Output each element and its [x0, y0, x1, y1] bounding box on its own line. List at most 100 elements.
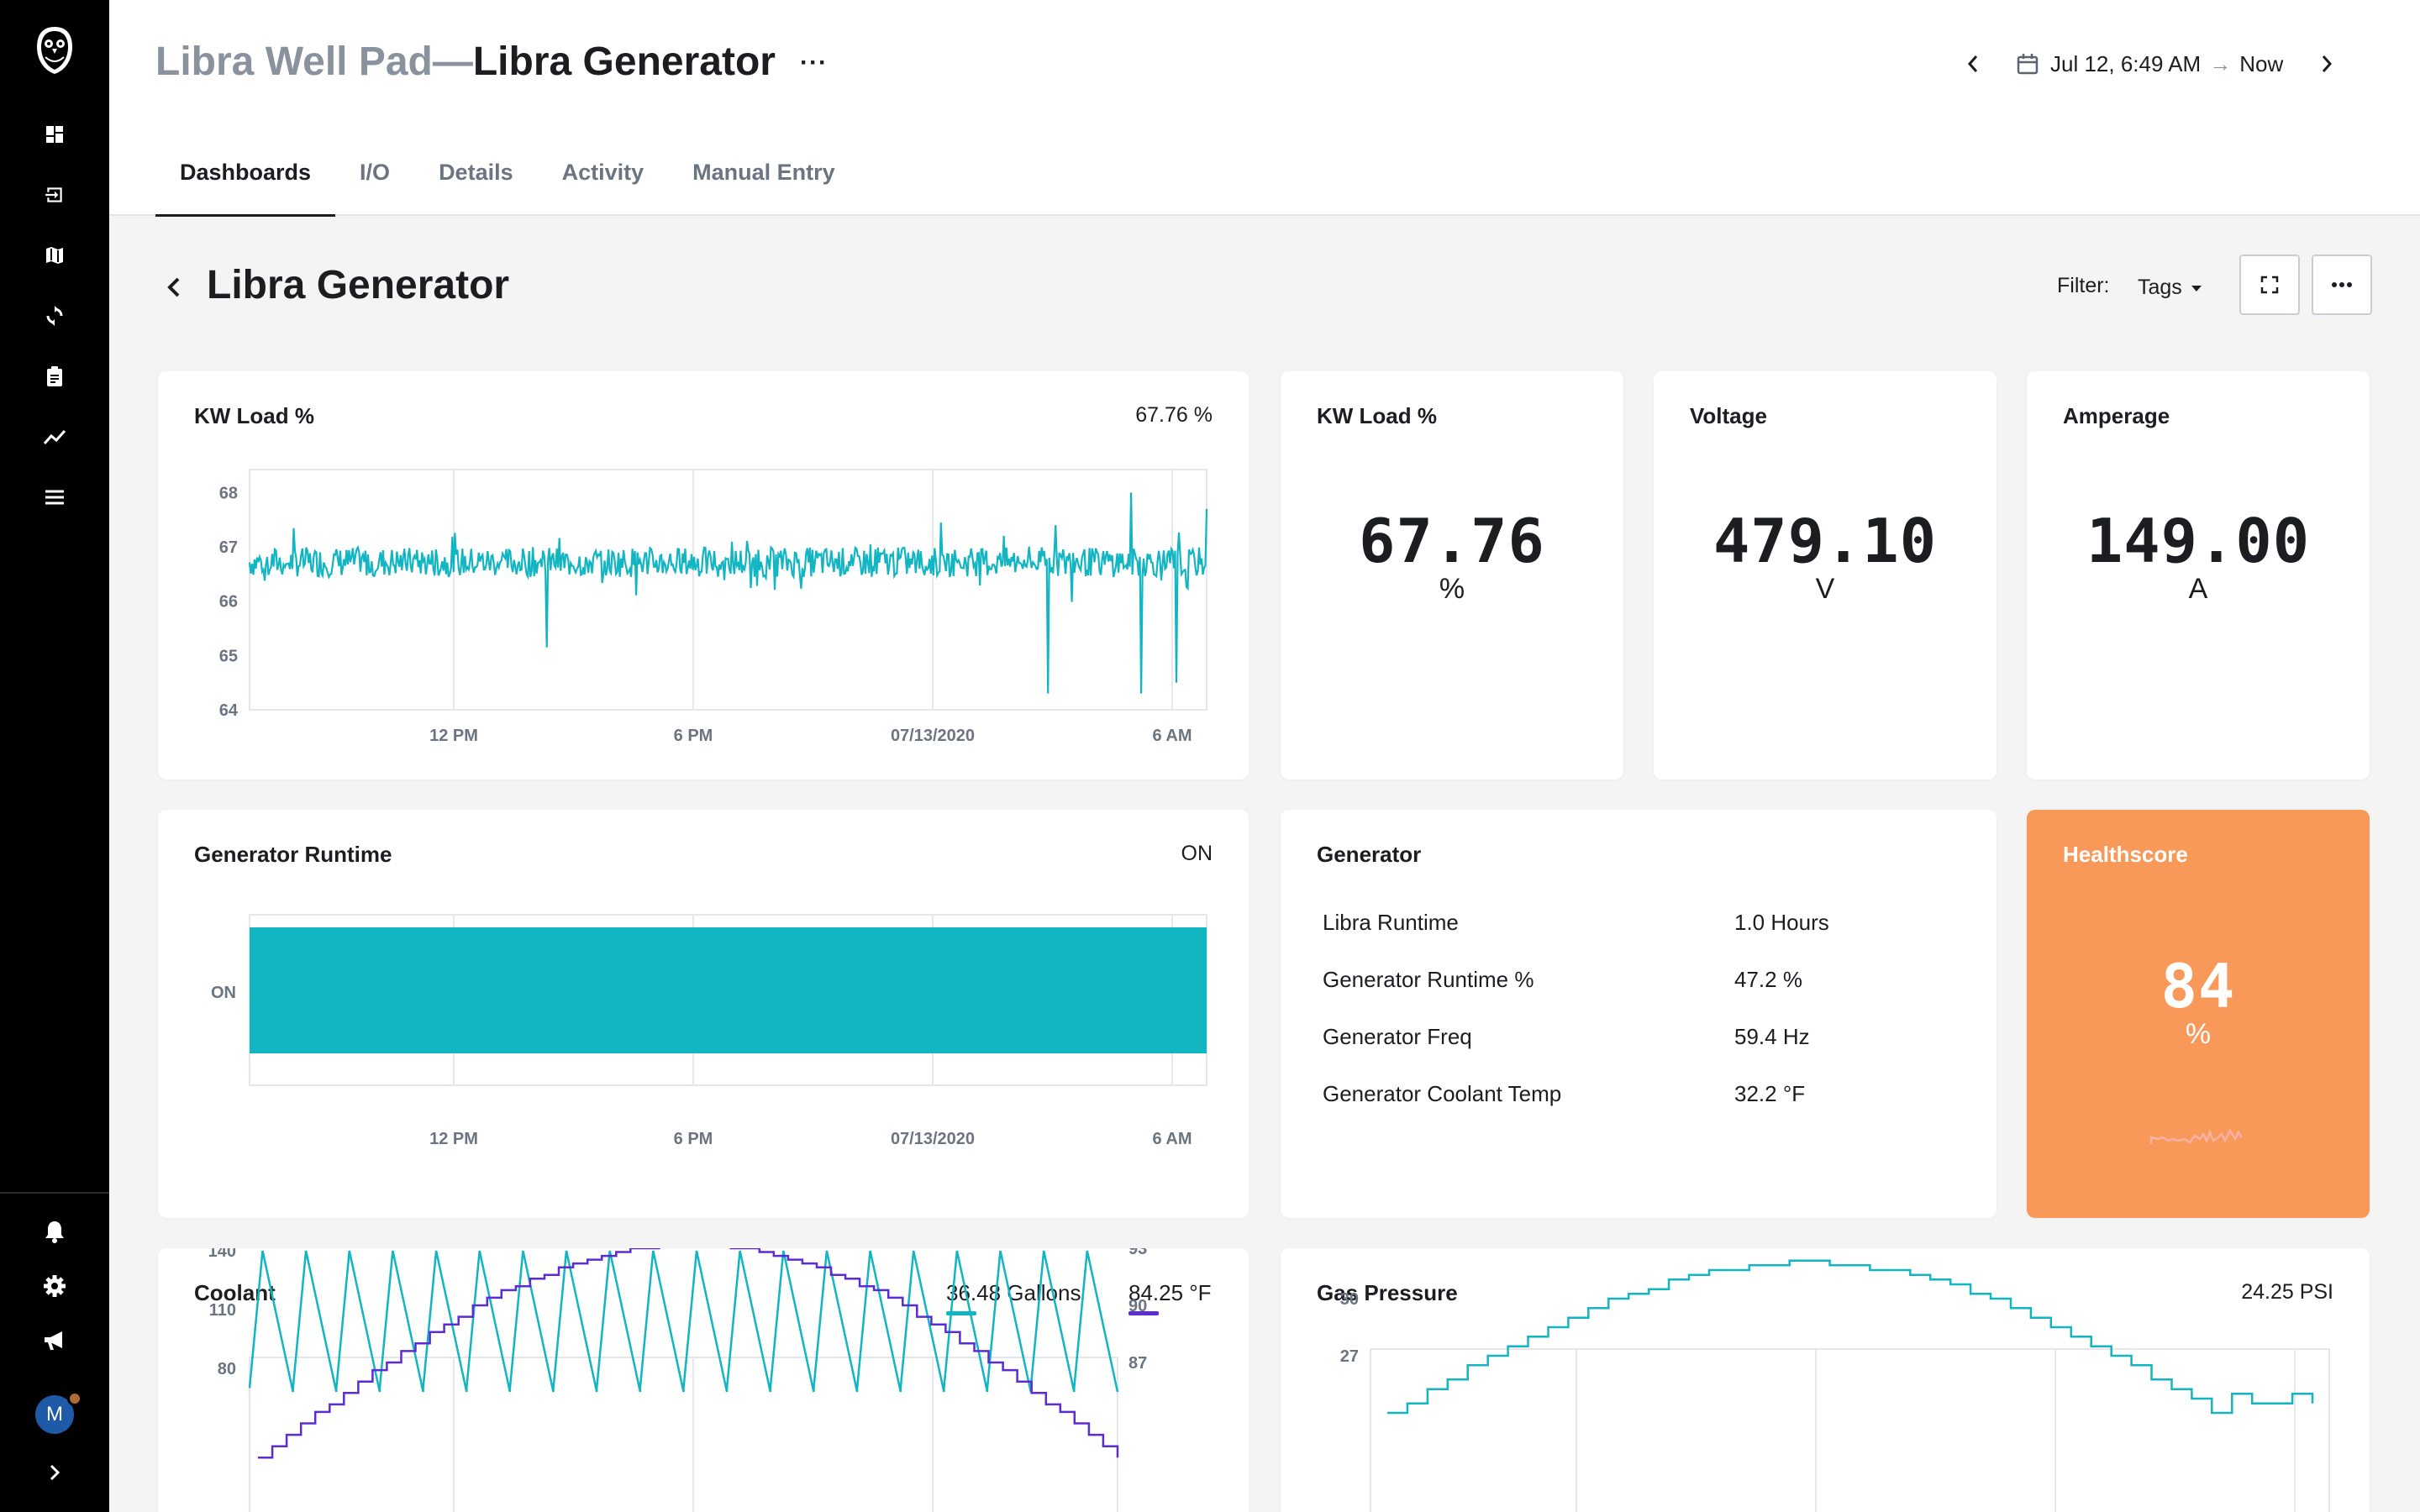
calendar-icon: [2017, 53, 2039, 75]
gas-pressure-chart[interactable]: 27 30 33: [1281, 1248, 2370, 1512]
fullscreen-button[interactable]: [2239, 255, 2300, 315]
y-tick-label-left: 140: [208, 1248, 236, 1261]
megaphone-icon[interactable]: [41, 1327, 68, 1354]
sidebar: M: [0, 0, 109, 1512]
legend-item-temp[interactable]: 84.25 °F: [1128, 1280, 1212, 1315]
stat-unit: %: [2185, 1018, 2212, 1050]
x-tick-label: 6 AM: [1152, 1130, 1192, 1148]
generator-runtime-chart[interactable]: 12 PM 6 PM 07/13/2020 6 AM ON: [158, 810, 1249, 1218]
stat-unit: %: [1439, 573, 1465, 605]
table-row: Generator Coolant Temp 32.2 °F: [1323, 1065, 1894, 1122]
kw-load-chart[interactable]: 12 PM 6 PM 07/13/2020 6 AM 64 65 66 67 68: [158, 371, 1249, 780]
row-value: 1.0 Hours: [1734, 909, 1829, 935]
y-tick-label: 64: [219, 701, 239, 720]
tab-io[interactable]: I/O: [360, 160, 391, 185]
prev-range-icon[interactable]: [1966, 53, 1980, 75]
series-line: [1387, 1259, 2314, 1415]
sign-in-icon[interactable]: [41, 181, 68, 208]
coolant-chart[interactable]: 80 110 140 87 90 93: [158, 1248, 1249, 1512]
filter-value: Tags: [2138, 276, 2182, 299]
card-title: Gas Pressure: [1317, 1280, 1458, 1305]
amperage-stat-card[interactable]: Amperage 149.00 A: [2027, 371, 2370, 780]
y-tick-label-right: 90: [1128, 1297, 1147, 1315]
x-tick-label: 6 PM: [674, 1130, 713, 1148]
generator-table: Libra Runtime 1.0 Hours Generator Runtime…: [1323, 894, 1894, 1122]
series-line-temp: [258, 1248, 1119, 1459]
tab-activity[interactable]: Activity: [561, 160, 644, 185]
stat-block: 84 %: [2027, 951, 2370, 1051]
page-title: Libra Well Pad—Libra Generator: [155, 39, 776, 85]
tab-manual-entry[interactable]: Manual Entry: [692, 160, 835, 185]
y-tick-label: 30: [1340, 1290, 1359, 1309]
breadcrumb-current: Libra Generator: [472, 39, 776, 84]
series-line-gallons: [248, 1250, 1119, 1393]
menu-icon[interactable]: [41, 484, 68, 511]
expand-sidebar-icon[interactable]: [41, 1459, 68, 1486]
legend-label: 84.25 °F: [1128, 1280, 1212, 1305]
stat-value: 149.00: [2086, 506, 2311, 576]
stat-block: 479.10 V: [1654, 506, 1996, 606]
gear-icon[interactable]: [41, 1273, 68, 1299]
card-title: Amperage: [2063, 403, 2170, 428]
y-tick-label: 33: [1340, 1248, 1359, 1252]
stat-block: 67.76 %: [1281, 506, 1623, 606]
next-range-icon[interactable]: [2320, 53, 2333, 75]
back-icon[interactable]: [161, 270, 187, 304]
tab-details[interactable]: Details: [439, 160, 513, 185]
coolant-chart-card[interactable]: Coolant 36.48 Gallons 84.25 °F 80 110 140 8…: [158, 1248, 1249, 1512]
stat-unit: V: [1815, 573, 1835, 605]
generator-table-card[interactable]: Generator Libra Runtime 1.0 Hours Generat…: [1281, 810, 1996, 1218]
x-tick-label: 6 PM: [674, 727, 713, 745]
clipboard-icon[interactable]: [41, 363, 68, 390]
healthscore-card[interactable]: Healthscore 84 %: [2027, 810, 2370, 1218]
map-icon[interactable]: [41, 242, 68, 269]
trend-icon[interactable]: [41, 423, 68, 450]
avatar-initial: M: [46, 1403, 63, 1425]
dashboard-title: Libra Generator: [207, 263, 510, 307]
breadcrumb-parent[interactable]: Libra Well Pad—: [155, 39, 473, 84]
stat-value: 84: [2160, 951, 2236, 1021]
more-icon: [2331, 281, 2353, 288]
fullscreen-icon: [2260, 276, 2279, 294]
tab-dashboards[interactable]: Dashboards: [155, 151, 336, 217]
more-options-button[interactable]: [2312, 255, 2372, 315]
row-label: Generator Coolant Temp: [1323, 1080, 1562, 1106]
x-tick-label: 12 PM: [429, 1130, 478, 1148]
stat-unit: A: [2188, 573, 2208, 605]
x-tick-label: 07/13/2020: [891, 1130, 975, 1148]
tags-filter-dropdown[interactable]: Tags: [2138, 276, 2202, 300]
title-more-button[interactable]: ···: [800, 49, 828, 76]
avatar[interactable]: M: [35, 1395, 74, 1434]
tab-bar: Dashboards I/O Details Activity Manual E…: [155, 151, 860, 217]
y-tick-label: 66: [219, 593, 238, 612]
y-tick-label: 65: [219, 647, 238, 665]
y-tick-label-right: 87: [1128, 1354, 1147, 1373]
caret-down-icon: [2191, 284, 2202, 292]
table-row: Generator Freq 59.4 Hz: [1323, 1008, 1894, 1065]
owl-logo-icon[interactable]: [34, 24, 76, 77]
card-title: Coolant: [194, 1280, 276, 1305]
row-label: Generator Runtime %: [1323, 966, 1534, 992]
y-tick-label-left: 110: [209, 1301, 236, 1320]
on-state-bar: [250, 927, 1207, 1053]
x-tick-label: 12 PM: [429, 727, 478, 745]
date-range-picker[interactable]: Jul 12, 6:49 AM → Now: [1966, 45, 2333, 82]
y-tick-label: 67: [219, 538, 238, 557]
bell-icon[interactable]: [41, 1218, 68, 1245]
dashboard-icon[interactable]: [41, 121, 68, 148]
row-value: 32.2 °F: [1734, 1080, 1806, 1106]
date-start: Jul 12, 6:49 AM: [2050, 50, 2202, 76]
kw-load-stat-card[interactable]: KW Load % 67.76 %: [1281, 371, 1623, 780]
card-title: Generator: [1317, 842, 1422, 867]
y-tick-label-left: 80: [218, 1360, 236, 1378]
date-end: Now: [2239, 50, 2284, 76]
sync-icon[interactable]: [41, 302, 68, 329]
card-title: Voltage: [1690, 403, 1767, 428]
kw-load-chart-card[interactable]: KW Load % 67.76 % 12 PM 6 PM 07/13/2020 6 A…: [158, 371, 1249, 780]
voltage-stat-card[interactable]: Voltage 479.10 V: [1654, 371, 1996, 780]
generator-runtime-card[interactable]: Generator Runtime ON 12 PM 6 PM 07/13/2020…: [158, 810, 1249, 1218]
gas-pressure-chart-card[interactable]: Gas Pressure 24.25 PSI 27 30 33: [1281, 1248, 2370, 1512]
date-arrow: →: [2209, 50, 2232, 76]
card-current-value: 24.25 PSI: [2241, 1280, 2333, 1304]
stat-block: 149.00 A: [2027, 506, 2370, 606]
